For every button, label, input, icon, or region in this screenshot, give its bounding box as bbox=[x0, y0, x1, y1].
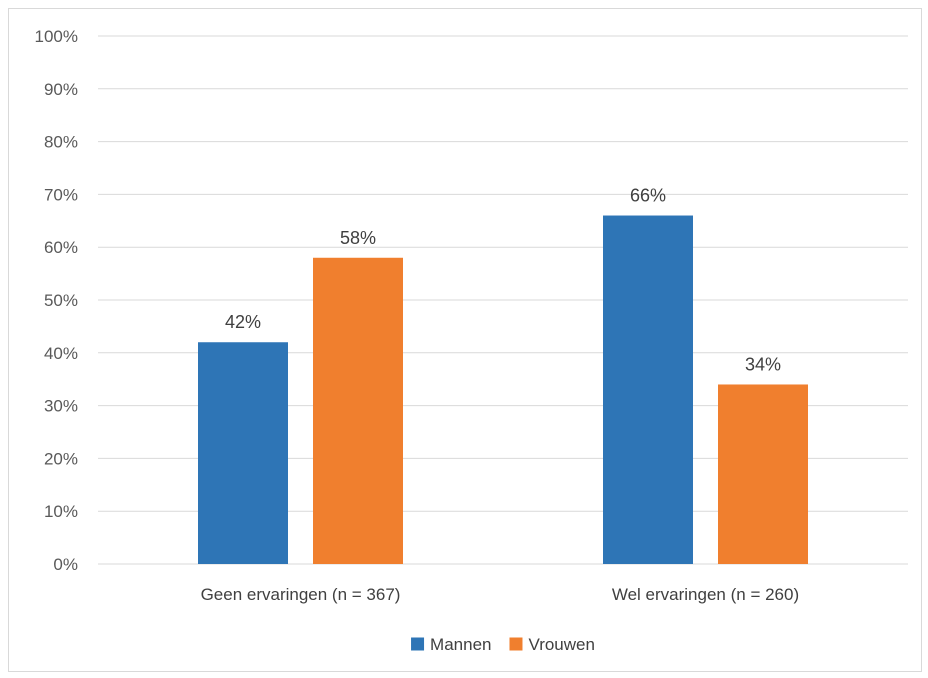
y-tick-label: 90% bbox=[44, 80, 78, 99]
bar-mannen-1 bbox=[603, 215, 693, 564]
category-label-1: Wel ervaringen (n = 260) bbox=[612, 585, 799, 604]
legend-swatch-vrouwen bbox=[509, 637, 523, 651]
bar-vrouwen-1 bbox=[718, 384, 808, 564]
legend: Mannen Vrouwen bbox=[411, 635, 595, 654]
legend-label-mannen: Mannen bbox=[430, 635, 491, 654]
bar-vrouwen-0 bbox=[313, 257, 403, 564]
data-label-vrouwen-0: 58% bbox=[340, 228, 376, 248]
y-tick-label: 80% bbox=[44, 133, 78, 152]
y-tick-label: 70% bbox=[44, 185, 78, 204]
x-axis-category-labels: Geen ervaringen (n = 367) Wel ervaringen … bbox=[201, 585, 800, 604]
data-label-mannen-0: 42% bbox=[225, 312, 261, 332]
y-tick-label: 60% bbox=[44, 238, 78, 257]
y-tick-label: 0% bbox=[53, 555, 78, 574]
y-tick-label: 50% bbox=[44, 291, 78, 310]
y-tick-label: 40% bbox=[44, 344, 78, 363]
y-tick-label: 30% bbox=[44, 397, 78, 416]
y-axis-tick-labels: 0% 10% 20% 30% 40% 50% 60% 70% 80% 90% 100% bbox=[35, 27, 78, 574]
data-label-mannen-1: 66% bbox=[630, 186, 666, 206]
y-tick-label: 100% bbox=[35, 27, 78, 46]
y-tick-label: 20% bbox=[44, 449, 78, 468]
bar-mannen-0 bbox=[198, 342, 288, 564]
legend-swatch-mannen bbox=[411, 637, 425, 651]
bars bbox=[198, 215, 808, 564]
legend-label-vrouwen: Vrouwen bbox=[528, 635, 594, 654]
y-tick-label: 10% bbox=[44, 502, 78, 521]
data-label-vrouwen-1: 34% bbox=[745, 354, 781, 374]
data-labels: 42% 58% 66% 34% bbox=[225, 186, 781, 375]
category-label-0: Geen ervaringen (n = 367) bbox=[201, 585, 401, 604]
